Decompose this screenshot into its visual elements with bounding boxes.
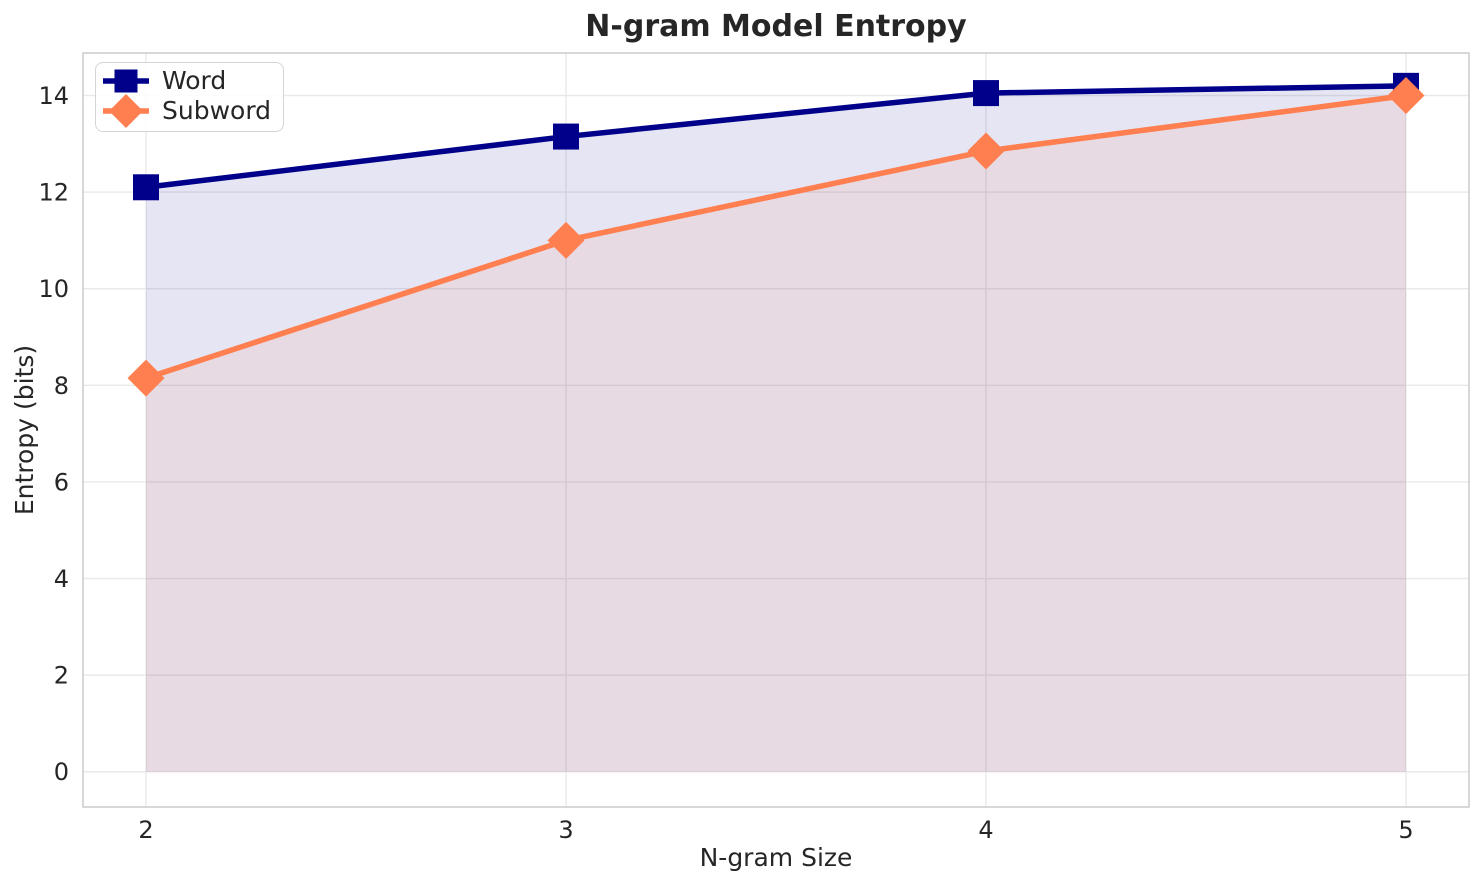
x-tick-label: 4 (978, 816, 993, 844)
y-tick-label: 10 (38, 275, 69, 303)
y-tick-label: 12 (38, 179, 69, 207)
y-tick-label: 2 (54, 662, 69, 690)
x-axis-label: N-gram Size (699, 843, 853, 872)
y-tick-label: 4 (54, 565, 69, 593)
plot-border (82, 52, 1470, 808)
chart-title: N-gram Model Entropy (585, 9, 967, 44)
y-tick-label: 8 (54, 372, 69, 400)
x-tick-labels: 2 3 4 5 (138, 816, 1413, 844)
y-tick-label: 14 (38, 82, 69, 110)
area-subword (146, 95, 1406, 772)
y-axis-label: Entropy (bits) (10, 344, 39, 516)
y-tick-labels: 0 2 4 6 8 10 12 14 (38, 82, 69, 786)
line-subword (143, 92, 1409, 381)
x-tick-label: 5 (1398, 816, 1413, 844)
subword-marker-icon (103, 94, 149, 128)
legend: Word Subword (95, 62, 285, 132)
legend-label-word: Word (162, 66, 227, 95)
x-tick-label: 3 (558, 816, 573, 844)
x-tick-label: 2 (138, 816, 153, 844)
y-tick-label: 0 (54, 758, 69, 786)
y-tick-label: 6 (54, 468, 69, 496)
legend-entry-subword: Subword (101, 94, 272, 128)
area-word (146, 85, 1406, 772)
line-word (143, 83, 1409, 191)
legend-label-subword: Subword (162, 96, 272, 125)
legend-entry-word: Word (101, 66, 271, 96)
markers-subword (127, 77, 1425, 397)
word-marker-icon (103, 69, 149, 93)
